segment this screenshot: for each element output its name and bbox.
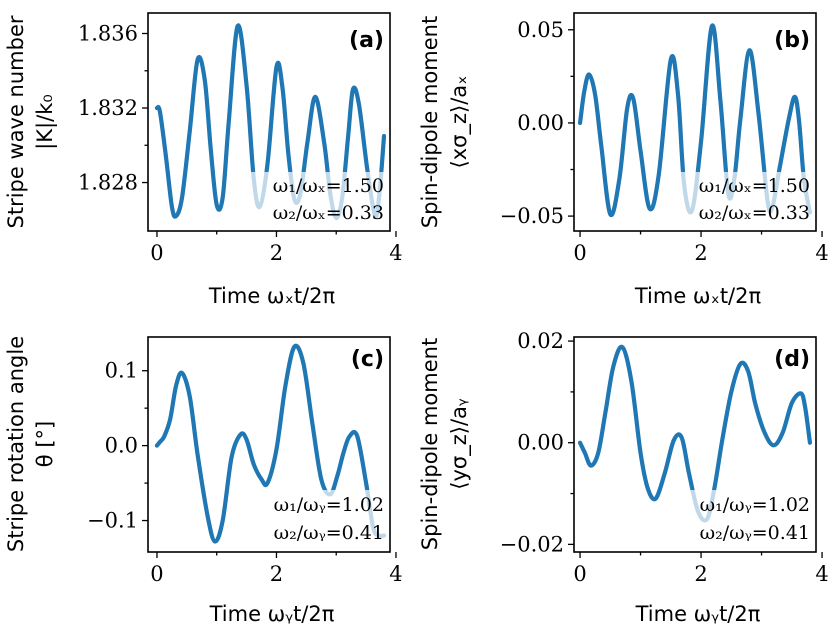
panel-b-annotation-bg (668, 172, 814, 228)
panel-b-ylabel-line2: ⟨xσ_z⟩/aₓ (447, 76, 472, 169)
panel-a-series-line (154, 23, 387, 221)
panel-c-xtick-label: 2 (270, 562, 283, 586)
panel-d-ylabel-line2: ⟨yσ_z⟩/aᵧ (447, 398, 472, 490)
panel-a: Stripe wave number |K|/k₀ 0 2 4 1.828 1.832 1… (4, 12, 403, 308)
panel-c: Stripe rotation angle θ [°] 0 2 4 −0.1 0.0 0.… (4, 336, 403, 626)
panel-b-xtick-label: 0 (573, 241, 586, 265)
panel-a-annotation-line1: ω₁/ωₓ=1.50 (273, 175, 384, 197)
panel-d-annotation-line2: ω₂/ωᵧ=0.41 (700, 522, 810, 544)
panel-b-tag: (b) (774, 28, 810, 53)
panel-c-annotation-line1: ω₁/ωᵧ=1.02 (274, 494, 384, 516)
panel-b-frame (573, 12, 817, 232)
panel-c-ylabel-line1: Stripe rotation angle (4, 336, 28, 552)
panel-d-annotation-line1: ω₁/ωᵧ=1.02 (700, 494, 810, 516)
panel-c-tag: (c) (351, 347, 384, 372)
panel-c-frame (147, 336, 391, 553)
panel-a-xtick-label: 2 (270, 241, 283, 265)
panel-c-annotation-line2: ω₂/ωᵧ=0.41 (274, 522, 384, 544)
panel-c-ylabel-line2: θ [°] (33, 421, 57, 467)
panel-b-xtick-label: 2 (694, 241, 707, 265)
panel-d-frame (573, 336, 817, 553)
panel-c-xlabel: Time ωᵧt/2π (209, 602, 335, 626)
panel-c-ytick-label: −0.1 (87, 509, 138, 533)
panel-b-ytick-label: −0.05 (500, 204, 564, 228)
panel-a-ytick-label: 1.832 (78, 96, 138, 120)
panel-b: Spin-dipole moment ⟨xσ_z⟩/aₓ 0 2 4 −0.05 0.0… (418, 12, 829, 308)
panel-d-tag: (d) (774, 347, 810, 372)
panel-d-ticks: 0 2 4 −0.02 0.00 0.02 (500, 329, 829, 586)
panel-a-xlabel: Time ωₓt/2π (208, 284, 336, 308)
panel-d-ytick-label: −0.02 (500, 532, 564, 556)
panel-d-xtick-label: 2 (694, 562, 707, 586)
panel-d-annotation-bg (668, 490, 814, 548)
panel-a-ytick-label: 1.836 (78, 21, 138, 45)
panel-b-ytick-label: 0.00 (517, 111, 564, 135)
panel-a-annotation-bg (242, 172, 388, 228)
panel-a-xtick-label: 0 (150, 241, 163, 265)
panel-b-annotation-line1: ω₁/ωₓ=1.50 (699, 175, 810, 197)
panel-b-ylabel-line1: Spin-dipole moment (418, 16, 442, 228)
panel-b-xlabel: Time ωₓt/2π (634, 284, 762, 308)
panel-c-ytick-label: 0.0 (105, 434, 138, 458)
panel-a-tag: (a) (349, 28, 384, 53)
panel-d-xlabel: Time ωᵧt/2π (635, 602, 761, 626)
panel-d-ytick-label: 0.00 (517, 431, 564, 455)
panel-d-ylabel-line1: Spin-dipole moment (418, 338, 442, 550)
panel-d-xtick-label: 0 (573, 562, 586, 586)
panel-c-ytick-label: 0.1 (105, 359, 138, 383)
panel-a-ylabel-line2: |K|/k₀ (33, 94, 58, 150)
panel-a-annotation-line2: ω₂/ωₓ=0.33 (273, 202, 384, 224)
panel-a-ylabel-line1: Stripe wave number (4, 15, 28, 228)
panel-b-ytick-label: 0.05 (517, 18, 564, 42)
panel-b-xtick-label: 4 (815, 241, 828, 265)
panel-c-ticks: 0 2 4 −0.1 0.0 0.1 (87, 359, 403, 586)
panel-c-xtick-label: 4 (389, 562, 402, 586)
panel-a-ytick-label: 1.828 (78, 171, 138, 195)
panel-c-xtick-label: 0 (150, 562, 163, 586)
panel-b-ticks: 0 2 4 −0.05 0.00 0.05 (500, 18, 829, 265)
panel-a-frame (147, 12, 391, 232)
panel-a-ticks: 0 2 4 1.828 1.832 1.836 (78, 21, 403, 265)
panel-b-annotation-line2: ω₂/ωₓ=0.33 (699, 202, 810, 224)
panel-d-xtick-label: 4 (815, 562, 828, 586)
panel-d: Spin-dipole moment ⟨yσ_z⟩/aᵧ 0 2 4 −0.02 0.0… (418, 329, 829, 626)
panel-c-series-line (154, 343, 387, 544)
panel-a-xtick-label: 4 (389, 241, 402, 265)
panel-d-ytick-label: 0.02 (517, 329, 564, 353)
panel-c-annotation-bg (242, 490, 388, 548)
